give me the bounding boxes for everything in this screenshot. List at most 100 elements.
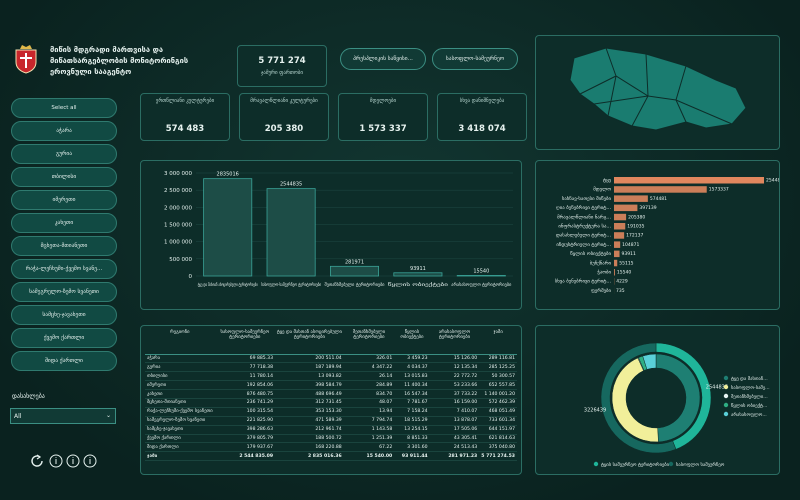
table-row: შიდა ქართლი 179 937.67 168 220.88 67.22 3 30… — [145, 442, 517, 453]
table-cell: 379 805.79 — [214, 434, 276, 444]
table-cell: 13 254.15 — [394, 425, 430, 435]
hbar-chart: ტყე 2544835 მდელო 1573337 სახნავ-სათესი მიწე… — [555, 177, 786, 294]
region-item[interactable]: ქვემო ქართლი — [11, 328, 117, 348]
kpi-label: ერთწლიანი კულტურები — [155, 98, 215, 104]
table-cell: 1 143.58 — [343, 425, 395, 435]
region-item[interactable]: აჭარა — [11, 121, 117, 141]
table-cell: 17 505.06 — [429, 425, 480, 435]
region-item[interactable]: კახეთი — [11, 213, 117, 233]
y-tick-label: მდელო — [593, 186, 611, 193]
region-item[interactable]: რაჭა-ლეჩხუმი-ქვემო სვანე... — [11, 259, 117, 279]
table-cell: 69 885.33 — [214, 354, 276, 364]
bar — [614, 213, 627, 221]
region-item[interactable]: სამცხე-ჯავახეთი — [11, 305, 117, 325]
info-icon[interactable] — [49, 454, 63, 468]
kpi-card: სხვა დანიშნულება 3 418 074 — [437, 93, 527, 141]
nav-button[interactable]: სასოფლო-სამეურნეო — [432, 48, 518, 70]
table-cell: 644 151.97 — [479, 425, 517, 435]
table-cell: 398 286.63 — [214, 425, 276, 435]
table-cell: 572 462.39 — [479, 398, 517, 408]
y-tick-label: სხვა ბუნებრივი ტერიტ... — [555, 278, 611, 285]
data-label: 735 — [616, 288, 625, 294]
table-cell: 13 015.83 — [394, 371, 430, 382]
info-icon[interactable] — [83, 454, 97, 468]
logo — [15, 45, 37, 74]
column-header: რეგიონი — [145, 328, 215, 355]
title-line: ეროვნული სააგენტო — [50, 67, 132, 76]
data-label: 2835016 — [217, 172, 239, 178]
table-row: სამეგრელო-ზემო სვანეთი 221 825.90 471 589.… — [145, 416, 517, 426]
region-item[interactable]: მცხეთა-მთიანეთი — [11, 236, 117, 256]
nav-button[interactable]: პრესპლიკის საწყისი... — [340, 48, 426, 70]
info-icon[interactable] — [66, 454, 80, 468]
data-label: 93911 — [622, 251, 636, 257]
region-item[interactable]: იმერეთი — [11, 190, 117, 210]
table-row: მცხეთა-მთიანეთი 236 741.29 312 731.45 48.07… — [145, 398, 517, 408]
table-cell: 43 305.41 — [429, 434, 480, 444]
table-cell: 468 051.49 — [479, 407, 517, 417]
table-row: სამცხე-ჯავახეთი 398 286.63 212 961.74 1 143… — [145, 425, 517, 435]
total-card: 5 771 274 ჯამური ფართობი — [237, 45, 327, 87]
bar — [614, 250, 620, 258]
table-row: იმერეთი 192 854.06 398 584.79 284.89 11 400.… — [145, 380, 517, 391]
title-line: მიწის მდგრადი მართვისა და — [50, 45, 164, 54]
data-label: 574481 — [650, 196, 667, 202]
legend-label: ტყის სამეურნეო ტერიტორიები — [601, 461, 670, 468]
table-cell: 12 135.34 — [429, 362, 480, 373]
table-cell: 284.89 — [343, 380, 395, 391]
hbar-panel: ტყე 2544835 მდელო 1573337 სახნავ-სათესი მიწე… — [535, 160, 786, 310]
total-value: 5 771 274 — [258, 56, 306, 66]
legend-swatch — [723, 402, 729, 408]
column-header: წყლის ობიექტები — [394, 328, 430, 355]
kpi-label: სხვა დანიშნულება — [459, 98, 505, 104]
y-tick-label: სახნავ-სათესი მიწები — [562, 195, 612, 202]
data-label: 4229 — [616, 279, 628, 285]
table-cell: შიდა ქართლი — [145, 442, 215, 453]
region-item[interactable]: თბილისი — [11, 167, 117, 187]
reset-icon[interactable] — [31, 455, 43, 467]
table-cell: 13 093.82 — [275, 371, 344, 382]
data-label: 1573337 — [709, 187, 729, 193]
y-tick-label: მრავალწლიანი ნარგ... — [557, 213, 611, 220]
y-tick-label: ღია ბუნებრივი ტერიტ... — [556, 204, 611, 211]
legend-swatch — [723, 411, 729, 417]
table-row: თბილისი 11 780.14 13 093.82 26.14 13 015.83 2… — [145, 371, 517, 382]
legend-swatch — [593, 461, 599, 467]
region-item[interactable]: შიდა ქართლი — [11, 351, 117, 371]
region-item[interactable]: Select all — [11, 98, 117, 118]
y-tick-label: ინფრასტრუქტურა სა... — [558, 223, 611, 230]
data-label: 55115 — [619, 260, 633, 266]
column-header: სასოფლო-სამეურნეო ტერიტორიები — [214, 328, 276, 355]
table-cell: 37 733.22 — [429, 389, 480, 399]
x-tick-label: არასასოფლო ტერიტორიები — [451, 281, 512, 288]
legend-label: წყლის ობიექტ... — [731, 402, 767, 409]
legend-swatch — [723, 384, 729, 390]
table-cell: 26.14 — [343, 371, 395, 382]
table-cell: 733 601.34 — [479, 416, 517, 426]
table-cell: იმერეთი — [145, 380, 215, 391]
table-cell: 77 718.38 — [214, 362, 276, 373]
total-label: ჯამური ფართობი — [261, 70, 303, 76]
y-tick-label: ბუჩქნარი — [590, 259, 612, 266]
data-label: 15540 — [473, 268, 489, 274]
dropdown[interactable]: All ⌄ — [10, 408, 116, 424]
table-cell: 16 159.00 — [429, 398, 480, 408]
bar-panel: 0 500 000 1 000 000 1 500 000 2 000 000 2 500… — [140, 160, 522, 310]
bar-chart: 0 500 000 1 000 000 1 500 000 2 000 000 2 500… — [164, 171, 513, 288]
region-item[interactable]: გურია — [11, 144, 117, 164]
table-cell: 188 500.72 — [275, 434, 344, 444]
table-cell: 876 480.75 — [214, 389, 276, 399]
kpi-label: მრავალწლიანი კულტურები — [250, 98, 318, 104]
kpi-value: 574 483 — [165, 124, 205, 134]
region-item[interactable]: სამეგრელო-ზემო სვანეთი — [11, 282, 117, 302]
table-cell: 93 911.44 — [394, 451, 430, 462]
table-cell: 5 771 274.53 — [479, 451, 517, 462]
table-cell: 221 825.90 — [214, 416, 276, 426]
table-row: კახეთი 876 480.75 488 696.49 834.70 16 547.3… — [145, 389, 517, 399]
column-header: არასასოფლო ტერიტორიები — [429, 328, 480, 355]
data-label: 2544835 — [766, 178, 779, 184]
title-line: მიწათსარგებლობის მონიტორინგის — [50, 56, 189, 65]
data-label: 397139 — [639, 205, 656, 211]
region-table: რეგიონი სასოფლო-სამეურნეო ტერიტორიები ტყე … — [145, 328, 517, 462]
table-cell: 375 040.80 — [479, 442, 517, 453]
